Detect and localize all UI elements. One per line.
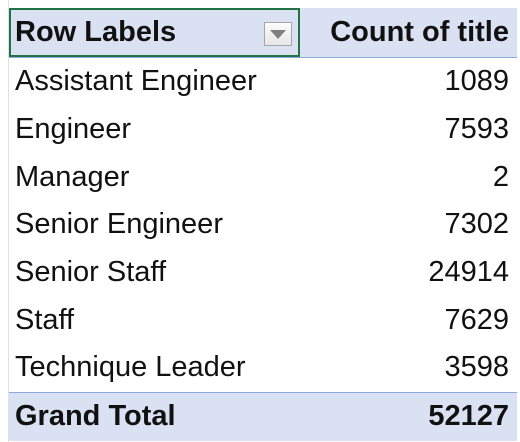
pivot-row-value[interactable]: 24914 xyxy=(428,256,509,289)
pivot-row-value[interactable]: 7629 xyxy=(444,303,509,336)
pivot-row[interactable]: Senior Engineer 7302 xyxy=(9,201,517,249)
dropdown-arrow-icon xyxy=(270,29,286,39)
row-labels-header-cell[interactable]: Row Labels xyxy=(9,8,300,57)
pivot-row-label[interactable]: Technique Leader xyxy=(15,351,246,384)
pivot-row[interactable]: Senior Staff 24914 xyxy=(9,249,517,297)
pivot-row-label[interactable]: Manager xyxy=(15,160,130,193)
row-labels-header-text: Row Labels xyxy=(15,16,177,48)
grand-total-value[interactable]: 52127 xyxy=(428,400,509,433)
column-gridline xyxy=(8,0,9,442)
pivot-row[interactable]: Staff 7629 xyxy=(9,296,517,344)
pivot-row-value[interactable]: 7593 xyxy=(444,113,509,146)
count-of-title-header-cell[interactable]: Count of title xyxy=(330,16,509,48)
pivot-row-label[interactable]: Senior Engineer xyxy=(15,208,223,241)
pivot-row-label[interactable]: Assistant Engineer xyxy=(15,65,257,98)
pivot-row-label[interactable]: Engineer xyxy=(15,113,132,146)
pivot-row[interactable]: Technique Leader 3598 xyxy=(9,344,517,392)
grand-total-label[interactable]: Grand Total xyxy=(15,400,176,433)
pivot-row[interactable]: Engineer 7593 xyxy=(9,106,517,154)
pivot-row[interactable]: Assistant Engineer 1089 xyxy=(9,58,517,106)
row-labels-filter-button[interactable] xyxy=(264,22,292,46)
pivot-row-value[interactable]: 1089 xyxy=(444,65,509,98)
pivot-row-label[interactable]: Senior Staff xyxy=(15,256,167,289)
pivot-row-value[interactable]: 7302 xyxy=(444,208,509,241)
pivot-header-row: Row Labels Count of title xyxy=(9,8,517,58)
pivot-row-value[interactable]: 2 xyxy=(492,160,509,193)
pivot-table: Row Labels Count of title Assistant Engi… xyxy=(9,8,517,441)
pivot-row[interactable]: Manager 2 xyxy=(9,153,517,201)
pivot-row-value[interactable]: 3598 xyxy=(444,351,509,384)
pivot-row-label[interactable]: Staff xyxy=(15,303,75,336)
grand-total-row[interactable]: Grand Total 52127 xyxy=(9,391,517,441)
